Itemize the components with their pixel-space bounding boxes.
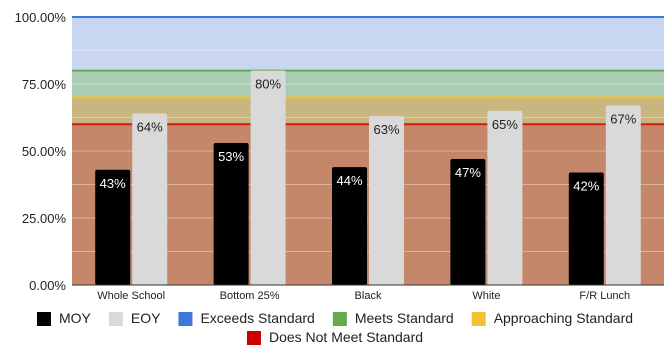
bar-eoy-black [369, 116, 404, 285]
band-approaching-standard [72, 97, 664, 125]
legend-label-does-not-meet-standard: Does Not Meet Standard [269, 329, 423, 345]
threshold-lines [72, 16, 664, 126]
legend-swatch-does-not-meet-standard [246, 331, 261, 345]
y-tick-label: 25.00% [22, 211, 67, 226]
bar-eoy-bottom-25 [250, 70, 286, 285]
bar-eoy-f-r-lunch [605, 105, 641, 285]
legend-swatch-meets-standard [332, 312, 347, 326]
legend-label-moy: MOY [59, 310, 92, 326]
bar-eoy-white [487, 110, 523, 285]
data-label-eoy-whole-school: 64% [137, 119, 163, 134]
legend-swatch-eoy [108, 312, 123, 326]
legend-label-exceeds-standard: Exceeds Standard [200, 310, 314, 326]
band-does-not-meet-standard [72, 124, 664, 285]
data-label-eoy-white: 65% [492, 117, 518, 132]
y-tick-label: 50.00% [22, 144, 67, 159]
bar-moy-black [332, 167, 367, 285]
x-tick-label-white: White [472, 290, 500, 302]
x-tick-label-black: Black [355, 290, 382, 302]
legend: MOY EOY Exceeds Standard Meets Standard Appr… [36, 310, 633, 345]
x-tick-label-bottom-25: Bottom 25% [220, 290, 280, 302]
bar-moy-white [450, 159, 486, 285]
legend-swatch-exceeds-standard [178, 312, 193, 326]
data-label-moy-f-r-lunch: 42% [573, 178, 599, 193]
data-label-eoy-black: 63% [373, 122, 399, 137]
legend-swatch-moy [36, 312, 51, 326]
y-tick-label: 100.00% [15, 10, 67, 25]
band-exceeds-standard [72, 17, 664, 71]
bars: 43% 64% 53% 80% 44% 63% 47% 65% 42% 67% [95, 70, 641, 285]
data-label-moy-white: 47% [455, 165, 481, 180]
bar-moy-bottom-25 [213, 142, 249, 285]
y-tick-label: 75.00% [22, 77, 67, 92]
legend-label-eoy: EOY [131, 310, 161, 326]
legend-label-meets-standard: Meets Standard [355, 310, 454, 326]
bar-moy-whole-school [95, 169, 131, 285]
standard-bands [72, 17, 664, 285]
data-label-moy-black: 44% [336, 173, 362, 188]
axes: 0.00% 25.00% 50.00% 75.00% 100.00% Whole Scho… [15, 10, 664, 302]
data-label-eoy-f-r-lunch: 67% [610, 111, 636, 126]
legend-swatch-approaching-standard [471, 312, 486, 326]
bar-moy-f-r-lunch [568, 172, 604, 285]
x-tick-label-f-r-lunch: F/R Lunch [579, 290, 630, 302]
legend-label-approaching-standard: Approaching Standard [494, 310, 633, 326]
data-label-moy-bottom-25: 53% [218, 149, 244, 164]
data-label-eoy-bottom-25: 80% [255, 77, 281, 92]
band-meets-standard [72, 70, 664, 98]
y-tick-label: 0.00% [29, 278, 66, 293]
bar-eoy-whole-school [132, 113, 168, 285]
x-tick-label-whole-school: Whole School [97, 290, 165, 302]
data-label-moy-whole-school: 43% [100, 176, 126, 191]
